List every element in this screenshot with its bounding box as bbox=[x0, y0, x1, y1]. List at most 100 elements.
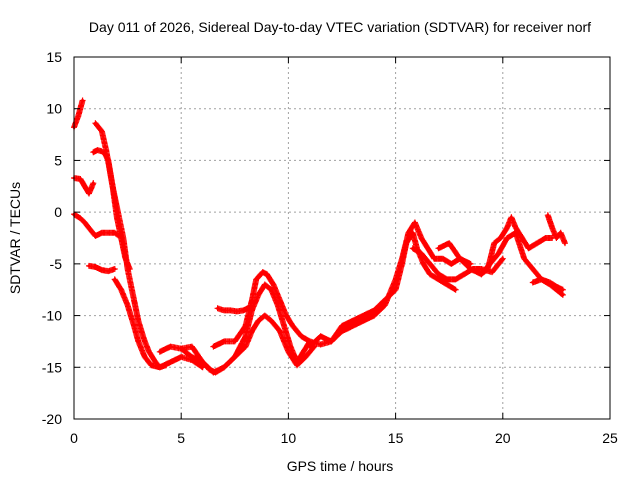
plot-area-frame bbox=[73, 56, 611, 420]
data-point bbox=[304, 355, 308, 359]
data-point bbox=[492, 241, 496, 245]
data-point bbox=[96, 148, 100, 152]
data-point bbox=[436, 272, 440, 276]
data-point bbox=[462, 272, 466, 276]
series-satellite-track-e bbox=[71, 211, 123, 239]
data-point bbox=[548, 280, 552, 284]
series-satellite-track-q bbox=[529, 276, 566, 293]
data-point bbox=[441, 257, 445, 261]
data-point bbox=[115, 215, 119, 219]
data-point bbox=[449, 262, 453, 266]
data-point bbox=[81, 98, 85, 102]
data-point bbox=[83, 220, 87, 224]
x-axis-label: GPS time / hours bbox=[287, 458, 394, 474]
data-point bbox=[168, 360, 172, 364]
y-tick-label: 0 bbox=[54, 204, 62, 220]
data-point bbox=[104, 148, 108, 152]
data-point bbox=[308, 339, 312, 343]
data-point bbox=[329, 339, 333, 343]
data-point bbox=[136, 319, 140, 323]
data-point-markers bbox=[544, 212, 568, 247]
data-point bbox=[126, 303, 130, 307]
data-point bbox=[340, 324, 344, 328]
series-satellite-track-c bbox=[90, 147, 133, 273]
data-point bbox=[278, 298, 282, 302]
data-point bbox=[246, 306, 250, 310]
data-point bbox=[190, 355, 194, 359]
data-point bbox=[250, 329, 254, 333]
data-point bbox=[550, 236, 554, 240]
data-point bbox=[216, 306, 220, 310]
data-point bbox=[190, 345, 194, 349]
data-point bbox=[428, 262, 432, 266]
data-point bbox=[284, 314, 288, 318]
data-point bbox=[351, 319, 355, 323]
data-point bbox=[201, 360, 205, 364]
data-point bbox=[445, 277, 449, 281]
data-point bbox=[233, 355, 237, 359]
data-point bbox=[501, 257, 505, 261]
data-point bbox=[89, 229, 93, 233]
data-point bbox=[235, 309, 239, 313]
data-point bbox=[539, 277, 543, 281]
data-point bbox=[158, 365, 162, 369]
data-point bbox=[207, 367, 211, 371]
data-point bbox=[490, 270, 494, 274]
data-point bbox=[78, 177, 82, 181]
x-tick-label: 0 bbox=[70, 430, 78, 446]
data-point bbox=[278, 329, 282, 333]
x-tick-label: 10 bbox=[281, 430, 297, 446]
data-point bbox=[91, 181, 95, 185]
data-point bbox=[499, 236, 503, 240]
data-point bbox=[436, 246, 440, 250]
data-point bbox=[179, 347, 183, 351]
data-point bbox=[265, 272, 269, 276]
data-point bbox=[244, 345, 248, 349]
data-points bbox=[71, 97, 568, 376]
series-satellite-track-k bbox=[214, 305, 255, 315]
data-point bbox=[400, 257, 404, 261]
series-satellite-track-b bbox=[92, 120, 170, 371]
data-point bbox=[428, 272, 432, 276]
data-point-markers bbox=[90, 147, 133, 273]
data-point bbox=[286, 350, 290, 354]
data-point bbox=[372, 308, 376, 312]
data-point bbox=[113, 277, 117, 281]
data-point bbox=[117, 234, 121, 238]
data-point bbox=[222, 339, 226, 343]
data-point bbox=[261, 270, 265, 274]
data-point bbox=[256, 319, 260, 323]
data-point bbox=[372, 314, 376, 318]
data-point bbox=[520, 236, 524, 240]
data-point bbox=[454, 277, 458, 281]
data-point bbox=[563, 241, 567, 245]
data-point bbox=[93, 234, 97, 238]
data-point bbox=[153, 360, 157, 364]
data-point bbox=[479, 272, 483, 276]
series-satellite-track-i bbox=[178, 312, 318, 376]
data-point bbox=[256, 293, 260, 297]
series-satellite-track-m bbox=[339, 219, 474, 335]
data-point bbox=[102, 150, 106, 154]
data-point bbox=[100, 129, 104, 133]
axis-ticks bbox=[73, 56, 611, 420]
data-point bbox=[119, 236, 123, 240]
y-tick-label: 15 bbox=[46, 49, 62, 65]
data-point bbox=[254, 277, 258, 281]
data-point bbox=[78, 216, 82, 220]
data-point bbox=[250, 298, 254, 302]
data-point bbox=[211, 345, 215, 349]
data-point bbox=[106, 269, 110, 273]
data-point bbox=[149, 363, 153, 367]
data-point-markers bbox=[71, 211, 123, 239]
data-point bbox=[301, 350, 305, 354]
data-point bbox=[505, 236, 509, 240]
data-point bbox=[123, 257, 127, 261]
data-point bbox=[527, 246, 531, 250]
data-point bbox=[394, 288, 398, 292]
data-point bbox=[469, 267, 473, 271]
data-point bbox=[143, 355, 147, 359]
data-point bbox=[488, 262, 492, 266]
data-point bbox=[454, 288, 458, 292]
data-point bbox=[497, 252, 501, 256]
